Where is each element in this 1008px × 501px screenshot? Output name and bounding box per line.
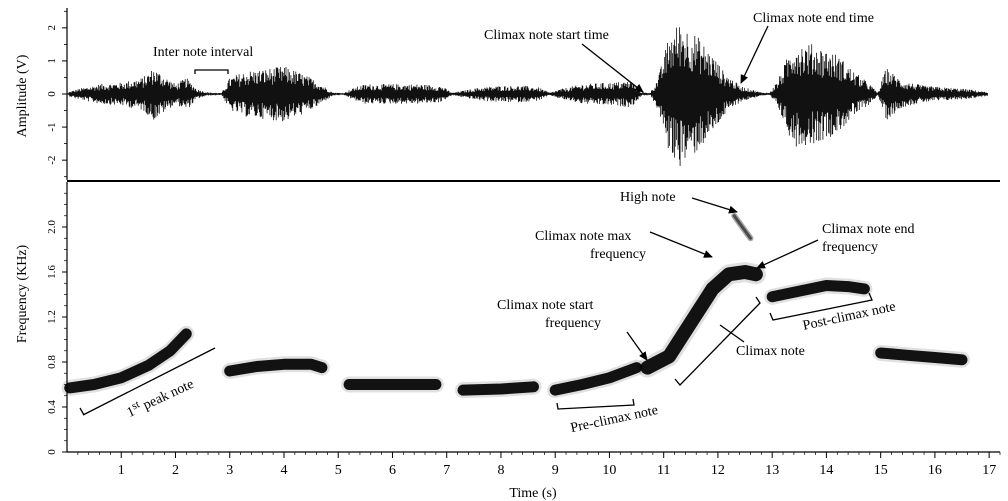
climax-end-time-arrow bbox=[740, 25, 769, 84]
annotation-arrows bbox=[581, 25, 819, 361]
climax-max-freq-label-line1: Climax note max bbox=[535, 229, 631, 244]
climax-start-freq-label-line1: Climax note start bbox=[497, 298, 594, 313]
x-axis-title: Time (s) bbox=[509, 486, 557, 501]
waveform-y-axis-title: Amplitude (V) bbox=[15, 54, 30, 137]
climax-start-freq-label-line2: frequency bbox=[545, 316, 601, 331]
time-x-tick-label-11: 12 bbox=[711, 463, 725, 478]
spectrogram-y-tick-label-1: 0.4 bbox=[46, 400, 58, 414]
time-x-tick-label-2: 3 bbox=[226, 463, 233, 478]
waveform-y-ticks: -2 -1 0 1 2 bbox=[46, 10, 67, 178]
time-x-tick-label-14: 15 bbox=[874, 463, 888, 478]
spectrogram-note-1 bbox=[64, 328, 192, 394]
waveform-y-tick-label-0: -2 bbox=[46, 156, 58, 165]
climax-end-freq-label-line2: frequency bbox=[822, 240, 878, 255]
time-x-tick-label-9: 10 bbox=[602, 463, 616, 478]
time-x-tick-label-8: 9 bbox=[552, 463, 559, 478]
high-note-label: High note bbox=[620, 190, 676, 205]
time-x-tick-label-1: 2 bbox=[172, 463, 179, 478]
climax-max-freq-arrow bbox=[649, 231, 713, 258]
time-x-tick-label-15: 16 bbox=[928, 463, 942, 478]
first-peak-note-bracket bbox=[79, 347, 216, 416]
time-x-ticks: 1 2 3 4 5 6 7 8 9 10 11 12 13 14 15 16 17 bbox=[77, 452, 1001, 478]
spectrogram-y-tick-label-4: 1.6 bbox=[46, 265, 58, 279]
spectrogram-note-6 bbox=[640, 265, 763, 375]
spectrogram-note-4 bbox=[457, 381, 539, 396]
climax-note-label: Climax note bbox=[736, 344, 805, 359]
climax-max-freq-label-line2: frequency bbox=[590, 247, 646, 262]
first-peak-note-superscript: st bbox=[130, 398, 142, 412]
climax-start-freq-arrow bbox=[626, 331, 648, 361]
climax-note-pointer bbox=[719, 324, 745, 343]
inter-note-interval-label: Inter note interval bbox=[153, 45, 253, 60]
spectrogram-note-2 bbox=[224, 358, 328, 377]
climax-note-bracket bbox=[674, 296, 761, 386]
spectrogram-note-9 bbox=[875, 347, 968, 366]
time-x-tick-label-12: 13 bbox=[765, 463, 779, 478]
spectrogram-note-7 bbox=[732, 214, 752, 240]
spectrogram-traces bbox=[61, 212, 970, 399]
waveform-y-tick-label-1: -1 bbox=[46, 123, 58, 132]
waveform-trace bbox=[67, 27, 988, 166]
climax-end-freq-arrow bbox=[756, 239, 819, 269]
climax-start-time-label: Climax note start time bbox=[484, 28, 609, 43]
spectrogram-note-8 bbox=[766, 280, 870, 303]
spectrogram-y-tick-label-0: 0 bbox=[46, 449, 58, 455]
waveform-y-tick-label-2: 0 bbox=[46, 91, 58, 97]
time-x-tick-label-13: 14 bbox=[819, 463, 833, 478]
time-x-tick-label-0: 1 bbox=[118, 463, 125, 478]
time-x-tick-label-7: 8 bbox=[498, 463, 505, 478]
first-peak-note-label: 1st peak note bbox=[124, 374, 197, 421]
time-x-tick-label-5: 6 bbox=[389, 463, 396, 478]
waveform-y-tick-label-3: 1 bbox=[46, 58, 58, 64]
time-x-tick-label-4: 5 bbox=[335, 463, 342, 478]
spectrogram-y-tick-label-2: 0.8 bbox=[46, 355, 58, 369]
pre-climax-note-bracket bbox=[556, 398, 635, 410]
climax-end-freq-label-line1: Climax note end bbox=[822, 222, 915, 237]
time-x-tick-label-6: 7 bbox=[443, 463, 450, 478]
inter-note-interval-bracket bbox=[194, 69, 229, 74]
spectrogram-y-tick-label-5: 2.0 bbox=[46, 220, 58, 234]
time-x-tick-label-3: 4 bbox=[281, 463, 288, 478]
spectrogram-y-tick-label-3: 1.2 bbox=[46, 310, 58, 324]
annotation-labels: Inter note interval Climax note start ti… bbox=[124, 11, 915, 436]
time-x-tick-label-10: 11 bbox=[657, 463, 670, 478]
climax-start-time-arrow bbox=[581, 43, 644, 93]
annotation-marks bbox=[79, 69, 873, 416]
post-climax-note-bracket bbox=[769, 292, 873, 321]
spectrogram-note-5 bbox=[549, 362, 643, 396]
spectrogram-y-ticks: 0 0.4 0.8 1.2 1.6 2.0 bbox=[46, 192, 67, 455]
waveform-y-tick-label-4: 2 bbox=[46, 25, 58, 31]
spectrogram-y-axis-title: Frequency (KHz) bbox=[15, 244, 30, 343]
time-x-tick-label-16: 17 bbox=[982, 463, 996, 478]
high-note-arrow bbox=[691, 197, 738, 214]
climax-end-time-label: Climax note end time bbox=[753, 11, 874, 26]
